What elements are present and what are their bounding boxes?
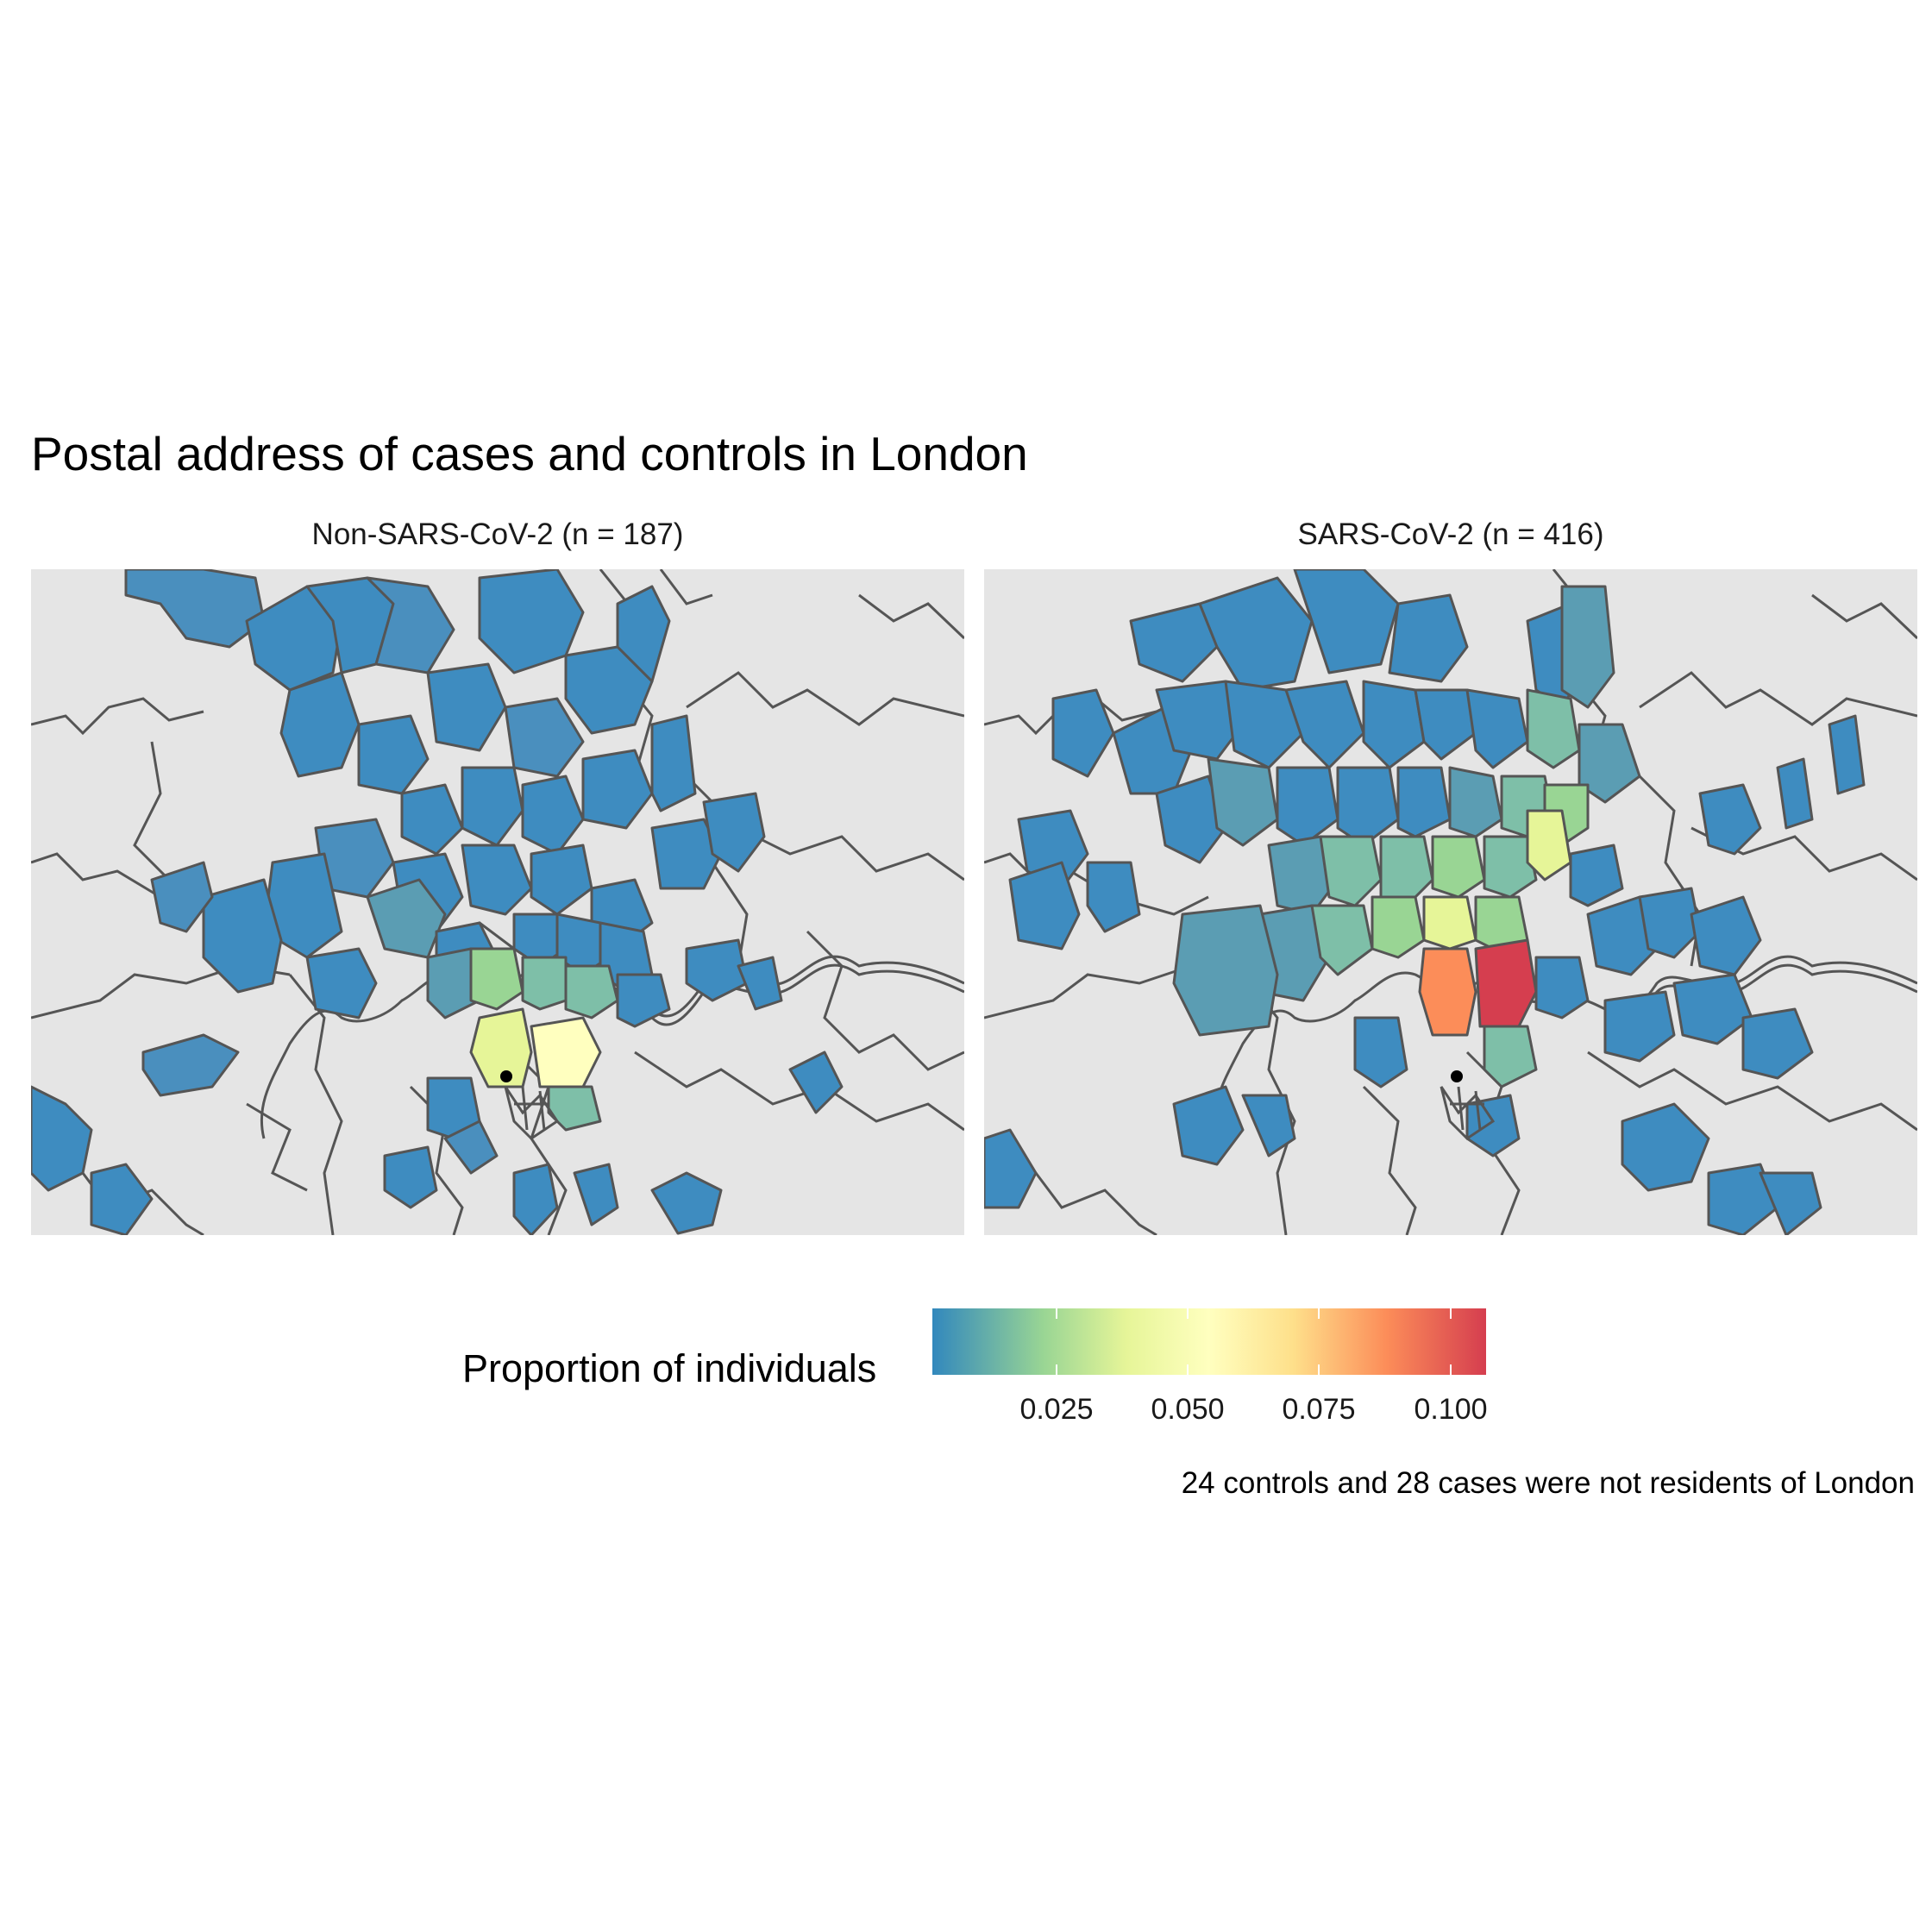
map-panel-non-sars — [31, 569, 964, 1235]
legend-colorbar — [932, 1308, 1486, 1375]
legend-title: Proportion of individuals — [462, 1346, 877, 1390]
legend-tick-label: 0.050 — [1151, 1393, 1225, 1426]
map-panel-sars — [984, 569, 1917, 1235]
legend-tick-label: 0.075 — [1282, 1393, 1356, 1426]
panel-label-non-sars: Non-SARS-CoV-2 (n = 187) — [311, 518, 684, 551]
legend-tick-label: 0.025 — [1019, 1393, 1094, 1426]
panel-label-sars: SARS-CoV-2 (n = 416) — [1297, 518, 1604, 551]
plot-title: Postal address of cases and controls in … — [31, 427, 1028, 480]
legend-tick-label: 0.100 — [1414, 1393, 1488, 1426]
plot-caption: 24 controls and 28 cases were not reside… — [1181, 1466, 1915, 1500]
